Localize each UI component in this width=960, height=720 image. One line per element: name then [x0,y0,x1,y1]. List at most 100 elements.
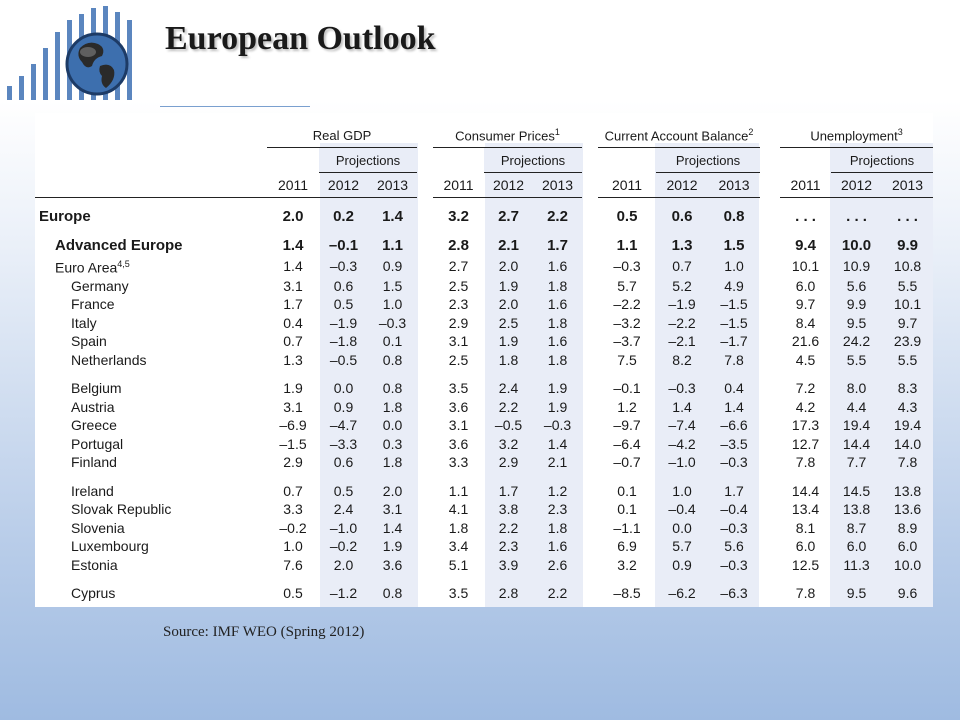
value-cell: 0.8 [723,208,745,226]
value-cell: –0.1 [613,380,641,397]
value-cell: 14.4 [791,482,820,499]
value-cell: 5.7 [617,277,637,294]
value-cell: 3.2 [617,556,637,573]
column-gap [582,113,598,148]
value-cell: 2.0 [498,257,519,274]
value-cell: 1.7 [283,296,303,313]
value-cell: 19.4 [893,417,922,434]
title-underline [160,106,310,107]
value-cell: 1.8 [547,519,568,536]
value-cell: –0.4 [720,501,748,518]
value-cell: 0.7 [672,257,692,274]
column-gap [582,227,598,256]
column-gap [582,603,598,607]
column-gap [582,255,598,277]
value-cell: 8.1 [795,519,816,536]
value-cell: 2.3 [547,501,568,518]
country-name: Austria [71,398,115,415]
column-gap [417,603,433,607]
value-cell: 0.5 [333,482,354,499]
value-cell: 1.9 [498,277,519,294]
row-label: Belgium [35,369,267,398]
column-gap [582,198,598,227]
year-header-row: 2011 2012 2013 2011 2012 2013 2011 2012 2013 2011… [35,172,933,198]
value-cell: 11.3 [843,556,870,573]
value-cell: 9.5 [846,314,867,331]
value-cell: 0.6 [333,454,354,471]
value-cell: 2.4 [333,501,354,518]
value-cell: 1.4 [672,398,692,415]
column-gap [760,398,780,417]
value-cell: . . . [846,208,867,226]
data-table: Real GDP Consumer Prices1 Current Account … [35,113,933,607]
value-cell: 5.5 [897,277,918,294]
row-label: Germany [35,277,267,296]
value-cell: 2.3 [498,538,519,555]
row-label: Greece [35,416,267,435]
value-cell: –0.3 [720,556,748,573]
column-gap [582,453,598,472]
column-gap [582,173,598,198]
column-gap [417,537,433,556]
value-cell: 2.0 [282,208,304,226]
value-cell: 2.9 [498,454,519,471]
projections-label: Projections [831,147,933,173]
value-cell: 0.7 [283,482,303,499]
value-cell: 21.6 [791,333,820,350]
value-cell: 8.7 [846,519,867,536]
value-cell: –8.5 [613,585,641,602]
column-gap [417,173,433,198]
value-cell: 2.1 [498,236,519,254]
value-cell: –1.5 [279,435,307,452]
table-row: Greece –6.9 –4.7 0.0 3.1 –0.5 –0.3 –9.7 –7.4 –6.6… [35,416,933,435]
value-cell: 7.7 [846,454,867,471]
value-cell: 0.2 [333,208,354,226]
value-cell: 1.5 [723,236,745,254]
value-cell: 1.8 [547,314,568,331]
table-row: Euro Area4,5 1.4 –0.3 0.9 2.7 2.0 1.6 –0.3 0.7 1.… [35,255,933,277]
value-cell: 14.5 [842,482,871,499]
value-cell: 3.6 [448,398,469,415]
value-cell: 3.1 [448,417,469,434]
value-cell: 1.0 [724,257,744,274]
row-label: Malta [35,603,267,607]
column-gap [760,295,780,314]
country-name: Euro Area [55,259,118,276]
value-cell: 3.2 [498,435,519,452]
value-cell: 5.1 [448,556,469,573]
column-gap [417,556,433,575]
column-gap [417,255,433,277]
country-name: Netherlands [71,351,147,368]
value-cell: 2.2 [547,585,568,602]
value-cell: 2.3 [448,296,469,313]
value-cell: 4.5 [795,351,816,368]
value-cell: 9.5 [846,585,867,602]
value-cell: 2.5 [448,351,469,368]
column-gap [760,472,780,501]
group-header-label: Consumer Prices [455,128,555,143]
table-row: Spain 0.7 –1.8 0.1 3.1 1.9 1.6 –3.7 –2.1 –1.7 21.6… [35,332,933,351]
value-cell: –2.1 [668,333,696,350]
value-cell: 1.7 [498,482,519,499]
value-cell: 12.7 [791,435,820,452]
value-cell: 4.4 [846,398,867,415]
value-cell: 3.1 [448,333,469,350]
value-cell: 23.9 [893,333,922,350]
column-gap [582,277,598,296]
blank-header-cell [598,148,656,173]
value-cell: 0.8 [382,380,403,397]
value-cell: 1.6 [547,296,568,313]
value-cell: 1.9 [382,538,403,555]
year-header: 2013 [533,172,583,198]
value-cell: –0.1 [328,236,359,254]
column-gap [582,472,598,501]
value-cell: 13.6 [893,501,922,518]
value-cell: 5.5 [846,351,867,368]
value-cell: 1.4 [724,398,744,415]
value-cell: –3.3 [329,435,358,452]
value-cell: 0.4 [283,314,303,331]
group-header: Unemployment3 [780,113,933,148]
value-cell: 1.3 [671,236,693,254]
group-header: Consumer Prices1 [433,113,583,148]
value-cell: 8.3 [897,380,918,397]
